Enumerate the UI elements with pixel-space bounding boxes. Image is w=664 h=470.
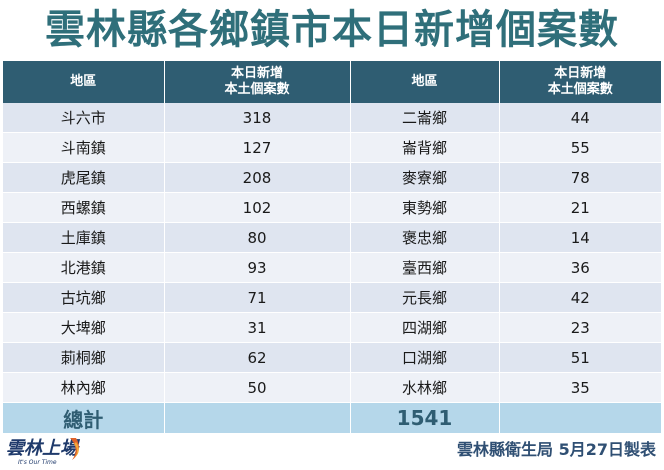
area-right-cell: 崙背鄉 <box>350 132 500 163</box>
count-left-cell: 208 <box>164 162 351 193</box>
header-count-left: 本日新增 本土個案數 <box>164 61 351 103</box>
table-row: 莿桐鄉 62 口湖鄉 51 <box>3 342 661 373</box>
area-right-cell: 臺西鄉 <box>350 252 500 283</box>
area-left-cell: 林內鄉 <box>3 372 165 403</box>
area-left-cell: 古坑鄉 <box>3 282 165 313</box>
header-count-left-line2: 本土個案數 <box>224 82 290 97</box>
count-left-cell: 50 <box>164 372 351 403</box>
table-header-row: 地區 本日新增 本土個案數 地區 本日新增 本土個案數 <box>3 61 661 103</box>
total-row: 總計 1541 <box>3 402 661 434</box>
area-left-cell: 北港鎮 <box>3 252 165 283</box>
table-row: 古坑鄉 71 元長鄉 42 <box>3 282 661 313</box>
count-right-cell: 36 <box>499 252 661 283</box>
yunlin-logo: 雲林上場 It's Our Time <box>6 438 81 466</box>
area-left-cell: 斗六市 <box>3 103 165 133</box>
area-left-cell: 虎尾鎮 <box>3 162 165 193</box>
count-left-cell: 102 <box>164 192 351 223</box>
count-right-cell: 35 <box>499 372 661 403</box>
area-right-cell: 水林鄉 <box>350 372 500 403</box>
area-right-cell: 元長鄉 <box>350 282 500 313</box>
area-right-cell: 二崙鄉 <box>350 103 500 133</box>
flame-inner-icon <box>74 442 79 458</box>
area-left-cell: 土庫鎮 <box>3 222 165 253</box>
table-row: 斗六市 318 二崙鄉 44 <box>3 103 661 133</box>
count-left-cell: 127 <box>164 132 351 163</box>
total-spacer-right <box>499 402 661 434</box>
header-count-right: 本日新增 本土個案數 <box>499 61 661 103</box>
total-label: 總計 <box>3 402 165 434</box>
logo-subtext: It's Our Time <box>18 459 57 466</box>
count-right-cell: 23 <box>499 312 661 343</box>
area-right-cell: 麥寮鄉 <box>350 162 500 193</box>
count-left-cell: 80 <box>164 222 351 253</box>
count-right-cell: 78 <box>499 162 661 193</box>
page-title: 雲林縣各鄉鎮市本日新增個案數 <box>45 7 619 53</box>
count-right-cell: 44 <box>499 103 661 133</box>
total-value: 1541 <box>350 402 500 434</box>
count-left-cell: 318 <box>164 103 351 133</box>
count-right-cell: 21 <box>499 192 661 223</box>
case-count-table: 地區 本日新增 本土個案數 地區 本日新增 本土個案數 斗六市 318 二崙鄉 44 斗… <box>3 61 661 434</box>
table-row: 斗南鎮 127 崙背鄉 55 <box>3 132 661 163</box>
header-area-left: 地區 <box>3 61 165 103</box>
count-left-cell: 62 <box>164 342 351 373</box>
count-right-cell: 14 <box>499 222 661 253</box>
count-right-cell: 55 <box>499 132 661 163</box>
header-count-right-line2: 本土個案數 <box>547 82 613 97</box>
count-left-cell: 71 <box>164 282 351 313</box>
header-count-left-line1: 本日新增 <box>230 66 283 81</box>
table-row: 大埤鄉 31 四湖鄉 23 <box>3 312 661 343</box>
table-row: 虎尾鎮 208 麥寮鄉 78 <box>3 162 661 193</box>
header-count-right-line1: 本日新增 <box>554 66 607 81</box>
area-left-cell: 莿桐鄉 <box>3 342 165 373</box>
area-right-cell: 褒忠鄉 <box>350 222 500 253</box>
area-right-cell: 東勢鄉 <box>350 192 500 223</box>
count-left-cell: 93 <box>164 252 351 283</box>
table-row: 西螺鎮 102 東勢鄉 21 <box>3 192 661 223</box>
logo-text: 雲林上場 <box>6 438 81 459</box>
area-left-cell: 大埤鄉 <box>3 312 165 343</box>
table-row: 土庫鎮 80 褒忠鄉 14 <box>3 222 661 253</box>
area-left-cell: 斗南鎮 <box>3 132 165 163</box>
header-area-right: 地區 <box>350 61 500 103</box>
area-right-cell: 口湖鄉 <box>350 342 500 373</box>
footer-note: 雲林縣衛生局 5月27日製表 <box>457 440 656 459</box>
table-row: 北港鎮 93 臺西鄉 36 <box>3 252 661 283</box>
count-right-cell: 51 <box>499 342 661 373</box>
area-right-cell: 四湖鄉 <box>350 312 500 343</box>
table-row: 林內鄉 50 水林鄉 35 <box>3 372 661 403</box>
count-left-cell: 31 <box>164 312 351 343</box>
count-right-cell: 42 <box>499 282 661 313</box>
total-spacer <box>164 402 351 434</box>
area-left-cell: 西螺鎮 <box>3 192 165 223</box>
